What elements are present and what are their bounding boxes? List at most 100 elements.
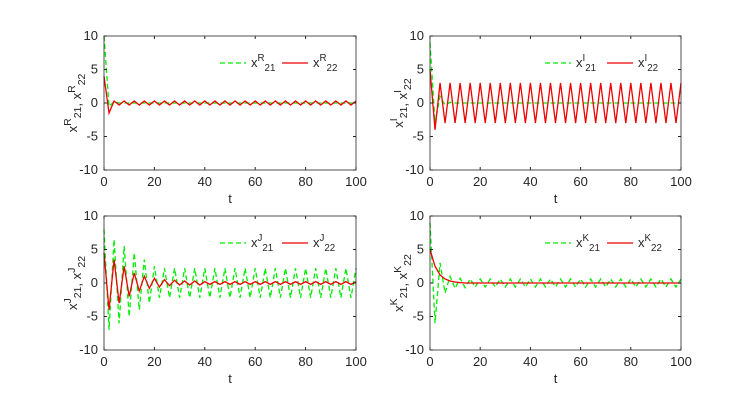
y-tick-label: 0 [417,95,424,110]
text-base: x [313,235,320,250]
y-tick-label: 5 [91,62,98,77]
superscript: I [388,118,400,121]
superscript: K [645,233,652,244]
legend-label: xJ22 [313,233,335,254]
text-base: x [391,121,406,128]
superscript: R [62,118,74,126]
y-tick-label: 10 [410,28,424,43]
y-tick-label: 0 [417,275,424,290]
y-tick-label: -10 [405,162,424,177]
subscript: 21 [72,286,84,298]
y-tick-label: 5 [91,242,98,257]
superscript: I [583,53,586,64]
legend-label: xJ21 [251,233,273,254]
x-axis-label: t [228,371,232,386]
legend-label: xR22 [313,53,337,74]
x-tick-label: 40 [198,174,212,189]
text-base: x [576,235,583,250]
y-tick-label: -5 [86,309,98,324]
superscript: R [320,53,327,64]
legend-label: xR21 [251,53,275,74]
x-tick-label: 40 [523,174,537,189]
y-axis-label: xR21, xR22 [62,73,88,132]
superscript: R [66,85,78,93]
y-tick-label: 10 [84,28,98,43]
x-axis-label: t [554,371,558,386]
subscript: 21 [398,286,410,298]
text-base: x [638,55,645,70]
y-tick-label: -5 [86,129,98,144]
y-axis-label: xK21, xK22 [388,254,414,312]
superscript: R [258,53,265,64]
x-tick-label: 60 [248,174,262,189]
superscript: J [320,233,325,244]
x-tick-label: 20 [147,174,161,189]
subscript: 21 [72,106,84,118]
subscript: 21 [265,63,276,74]
text-base: , x [69,272,84,286]
legend-label: xI21 [576,53,596,74]
text-base: x [251,235,258,250]
x-tick-label: 20 [473,174,487,189]
text-base: x [251,55,258,70]
subscript: 22 [327,63,338,74]
x-tick-label: 0 [426,174,433,189]
superscript: J [66,268,78,273]
text-base: , x [395,272,410,286]
y-tick-label: -10 [79,162,98,177]
text-base: , x [69,92,84,106]
text-base: , x [395,92,410,106]
y-tick-label: 5 [417,62,424,77]
superscript: K [583,233,590,244]
text-base: x [313,55,320,70]
subscript: 22 [647,63,658,74]
subscript: 22 [402,254,414,266]
series-line [103,35,356,108]
x-tick-label: 20 [473,354,487,369]
x-tick-label: 100 [345,354,367,369]
y-axis-label: xJ21, xJ22 [62,256,88,310]
series-line [103,252,357,310]
text-base: x [65,125,80,132]
x-axis-label: t [228,191,232,206]
x-tick-label: 80 [624,354,638,369]
series-line [429,222,682,324]
legend-label: xI22 [638,53,658,74]
x-axis-label: t [554,191,558,206]
series-line [429,69,682,130]
series-line [103,229,357,330]
y-tick-label: 0 [91,275,98,290]
subscript: 21 [262,243,273,254]
text-base: x [391,305,406,312]
superscript: J [258,233,263,244]
x-tick-label: 40 [523,354,537,369]
subscript: 22 [402,78,414,90]
x-tick-label: 100 [670,174,692,189]
legend-label: xK22 [638,233,662,254]
y-tick-label: -10 [79,342,98,357]
superscript: I [392,90,404,93]
x-tick-label: 100 [345,174,367,189]
x-tick-label: 60 [573,174,587,189]
y-tick-label: 10 [84,208,98,223]
y-tick-label: -5 [412,309,424,324]
x-tick-label: 80 [298,174,312,189]
superscript: I [645,53,648,64]
subscript: 21 [398,106,410,118]
x-tick-label: 0 [100,354,107,369]
y-tick-label: 10 [410,208,424,223]
y-axis-label: xI21, xI22 [388,78,414,128]
superscript: K [392,266,404,273]
text-base: x [65,303,80,310]
subscript: 22 [76,256,88,268]
x-tick-label: 40 [198,354,212,369]
y-tick-label: -5 [412,129,424,144]
subscript: 22 [76,73,88,85]
subscript: 21 [585,63,596,74]
x-tick-label: 60 [248,354,262,369]
x-tick-label: 80 [298,354,312,369]
subscript: 22 [651,243,662,254]
y-tick-label: 0 [91,95,98,110]
superscript: K [388,298,400,305]
